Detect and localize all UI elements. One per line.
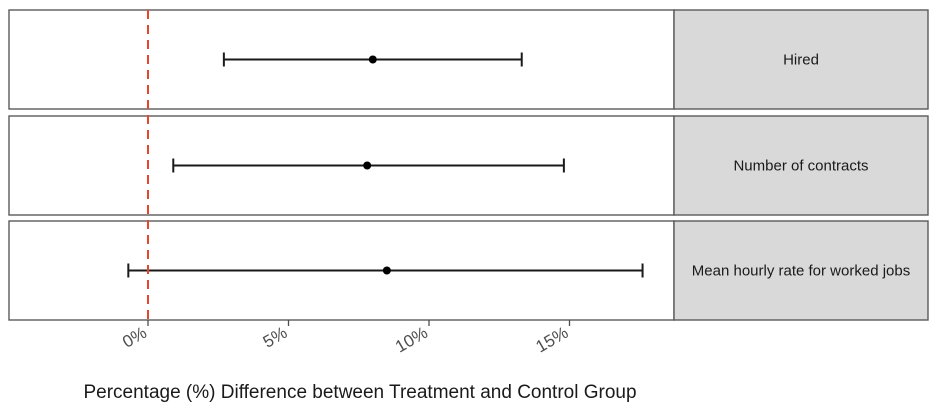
facet-strip xyxy=(673,9,929,110)
x-tick-label: 0% xyxy=(119,323,150,352)
facet-strip-label: Number of contracts xyxy=(733,158,868,175)
x-tick-label: 5% xyxy=(260,323,291,352)
x-tick-label: 10% xyxy=(392,323,431,356)
facet-strip-label: Mean hourly rate for worked jobs xyxy=(692,263,910,280)
point-estimate xyxy=(363,161,372,170)
x-axis: 0% 5% 10% 15% xyxy=(119,320,572,356)
facet-panel: Hired xyxy=(8,9,929,110)
x-tick-label: 15% xyxy=(533,323,572,356)
facet-strip xyxy=(673,220,929,321)
facet-panels: Hired Number of contracts Mean hourly rate… xyxy=(8,9,929,321)
facet-panel: Number of contracts xyxy=(8,115,929,216)
facet-strip xyxy=(673,115,929,216)
point-estimate xyxy=(368,55,377,64)
facet-strip-label: Hired xyxy=(783,52,819,69)
x-axis-title: Percentage (%) Difference between Treatm… xyxy=(83,382,636,403)
point-estimate xyxy=(382,266,391,275)
facet-panel: Mean hourly rate for worked jobs xyxy=(8,220,929,321)
